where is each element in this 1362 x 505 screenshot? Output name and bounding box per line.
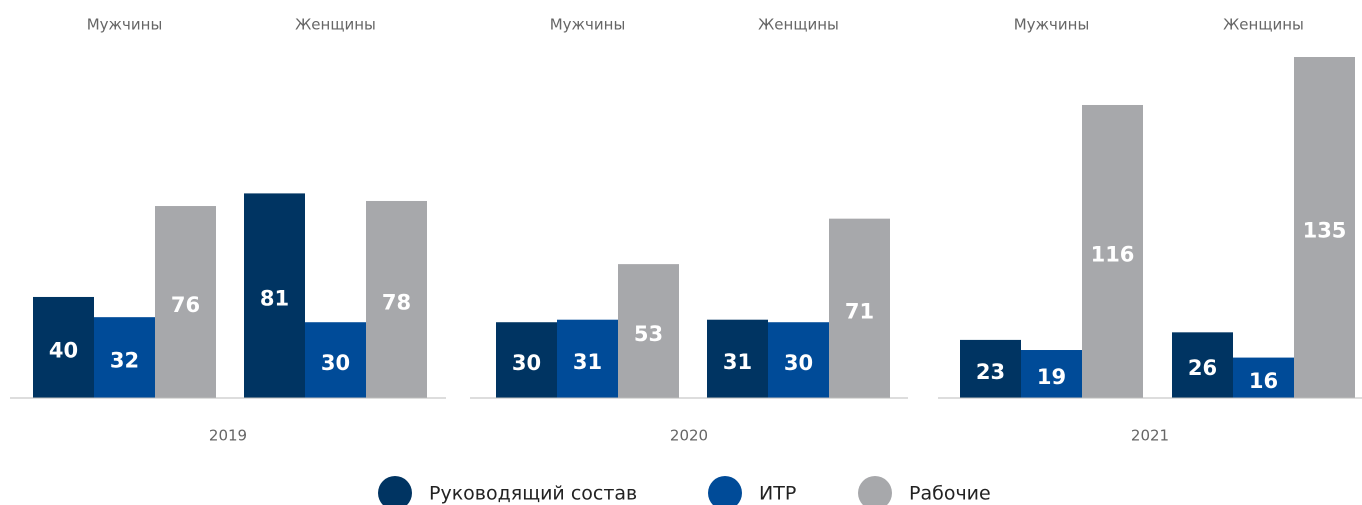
value-label: 81 (260, 287, 289, 311)
year-label: 2021 (1131, 427, 1169, 445)
value-label: 30 (784, 351, 813, 375)
value-label: 116 (1091, 242, 1135, 266)
bar (305, 322, 366, 398)
category-label: Женщины (1223, 16, 1304, 34)
value-label: 53 (634, 322, 663, 346)
legend-label: ИТР (759, 483, 796, 505)
value-label: 71 (845, 299, 874, 323)
value-label: 30 (321, 351, 350, 375)
category-label: Мужчины (550, 16, 626, 34)
bar (94, 317, 155, 398)
bar (768, 322, 829, 398)
legend-marker (378, 476, 412, 505)
legend-marker (858, 476, 892, 505)
bar (960, 339, 1021, 398)
year-label: 2019 (209, 427, 247, 445)
bar (707, 319, 768, 398)
bar (618, 264, 679, 398)
bar (496, 322, 557, 398)
value-label: 31 (573, 350, 602, 374)
value-label: 76 (171, 293, 200, 317)
value-label: 19 (1037, 365, 1066, 389)
value-label: 23 (976, 360, 1005, 384)
bar (1082, 104, 1143, 399)
bar (1021, 350, 1082, 398)
value-label: 31 (723, 350, 752, 374)
year-label: 2020 (670, 427, 708, 445)
bar (1233, 357, 1294, 398)
bar (33, 296, 94, 398)
value-label: 135 (1303, 219, 1347, 243)
value-label: 16 (1249, 369, 1278, 393)
legend-marker (708, 476, 742, 505)
bar (1172, 332, 1233, 398)
value-label: 26 (1188, 356, 1217, 380)
bar (155, 206, 216, 398)
legend-label: Рабочие (909, 483, 991, 505)
value-label: 30 (512, 351, 541, 375)
bar (366, 200, 427, 398)
bar (557, 319, 618, 398)
category-label: Мужчины (87, 16, 163, 34)
bar (1294, 57, 1355, 398)
value-label: 40 (49, 338, 78, 362)
category-label: Женщины (295, 16, 376, 34)
value-label: 78 (382, 290, 411, 314)
category-label: Женщины (758, 16, 839, 34)
category-label: Мужчины (1014, 16, 1090, 34)
bar (829, 218, 890, 398)
bar (244, 193, 305, 398)
value-label: 32 (110, 349, 139, 373)
legend-label: Руководящий состав (429, 483, 637, 505)
